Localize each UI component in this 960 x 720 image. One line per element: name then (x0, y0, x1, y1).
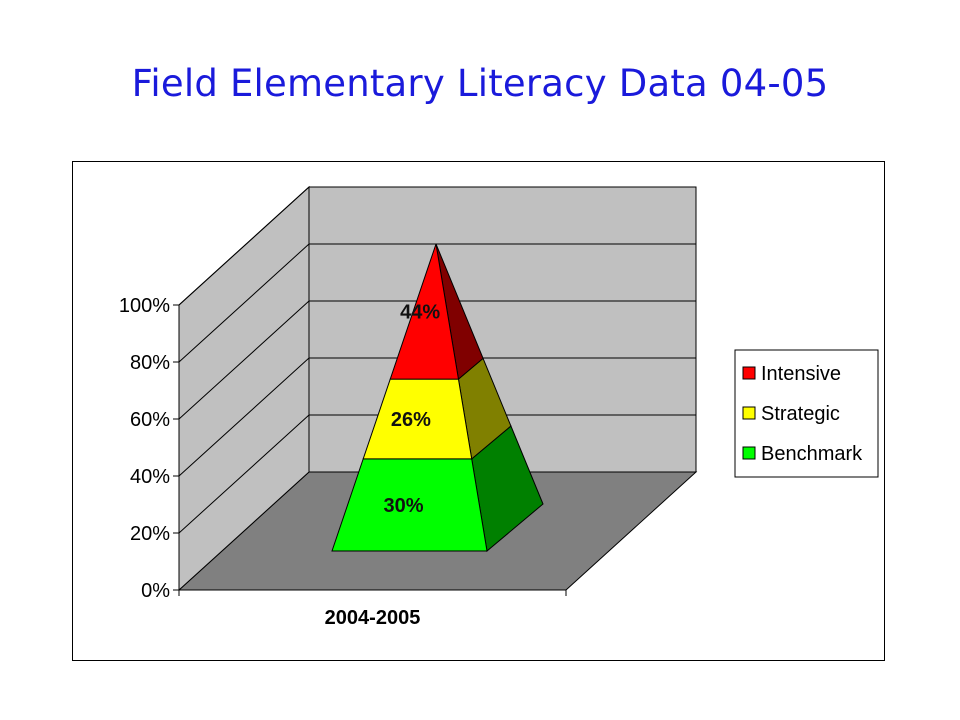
y-tick-label: 60% (130, 409, 170, 431)
legend-swatch-intensive (742, 366, 756, 380)
pyramid-segment-intensive (389, 243, 460, 380)
data-label-benchmark: 30% (383, 495, 423, 517)
gridline (178, 243, 696, 363)
legend-box (734, 349, 879, 478)
legend-label-strategic: Strategic (761, 403, 840, 425)
y-tick-label: 40% (130, 466, 170, 488)
legend-label-intensive: Intensive (761, 363, 841, 385)
data-label-intensive: 44% (400, 302, 440, 324)
y-tick-label: 80% (130, 352, 170, 374)
data-label-strategic: 26% (391, 409, 431, 431)
gridline (178, 186, 696, 306)
slide-title: Field Elementary Literacy Data 04-05 (131, 62, 829, 105)
legend-swatch-strategic (742, 406, 756, 420)
x-category-label: 2004-2005 (325, 607, 421, 629)
chart-svg: 0% 20% 40% 60% 80% 100% 2004-2005 30% 26% 44% Inte… (119, 185, 879, 629)
legend-swatch-benchmark (742, 446, 756, 460)
gridline (178, 357, 696, 477)
gridline (178, 300, 696, 420)
legend-label-benchmark: Benchmark (761, 443, 863, 465)
y-tick-label: 0% (141, 580, 170, 602)
chart-frame: 0% 20% 40% 60% 80% 100% 2004-2005 30% 26% 44% Inte… (72, 161, 885, 661)
y-tick-label: 100% (119, 295, 170, 317)
y-tick-label: 20% (130, 523, 170, 545)
gridline (178, 414, 696, 534)
